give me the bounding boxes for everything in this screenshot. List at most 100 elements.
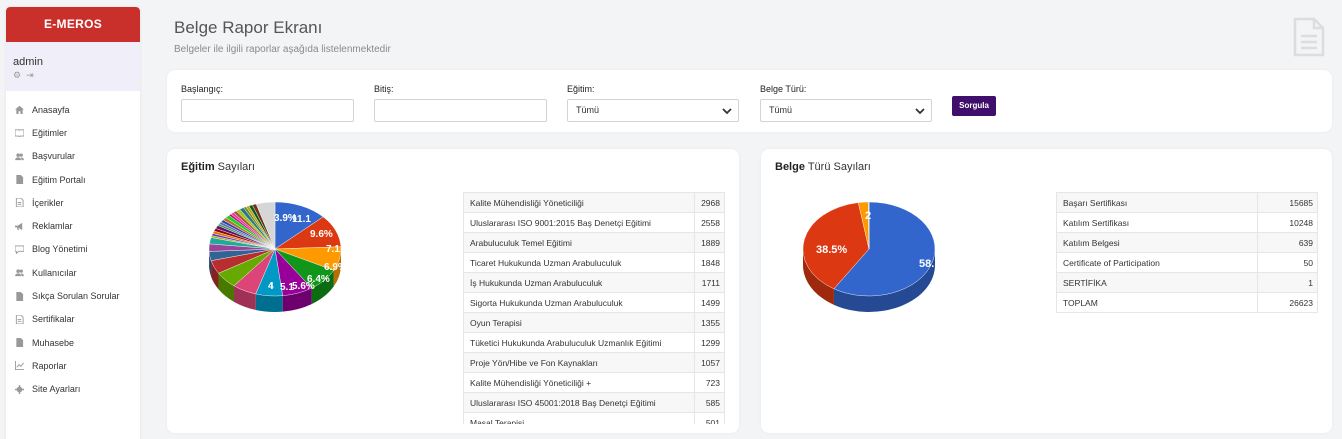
doctype-card-title-rest: Türü Sayıları bbox=[804, 161, 871, 173]
pie-label: 6.9% bbox=[324, 262, 347, 273]
doctype-select[interactable]: Tümü bbox=[760, 99, 932, 122]
row-name: Sigorta Hukukunda Uzman Arabuluculuk bbox=[463, 292, 696, 313]
table-row: TOPLAM 26623 bbox=[1056, 292, 1318, 313]
pie-label: 4 bbox=[268, 281, 274, 292]
sidebar-item[interactable]: Sertifikalar bbox=[6, 308, 140, 331]
row-name: Kalite Mühendisliği Yöneticiliği + bbox=[463, 372, 696, 393]
settings-icon[interactable]: ⚙ bbox=[13, 70, 22, 80]
chevron-down-icon bbox=[915, 108, 925, 115]
start-date-label: Başlangıç: bbox=[181, 84, 224, 94]
brand-logo[interactable]: E-MEROS bbox=[6, 7, 140, 42]
pie-slice-side bbox=[333, 249, 341, 287]
page-title: Belge Rapor Ekranı bbox=[174, 18, 323, 37]
page-subtitle: Belgeler ile ilgili raporlar aşağıda lis… bbox=[174, 44, 391, 55]
row-name: Ticaret Hukukunda Uzman Arabuluculuk bbox=[463, 252, 696, 273]
sidebar-item[interactable]: Başvurular bbox=[6, 145, 140, 168]
sidebar-item[interactable]: Muhasebe bbox=[6, 331, 140, 354]
row-count: 1499 bbox=[694, 292, 725, 313]
training-card-title: Eğitim Sayıları bbox=[181, 161, 255, 173]
row-name: Oyun Terapisi bbox=[463, 312, 696, 333]
table-row: Masal Terapisi 501 bbox=[463, 412, 725, 424]
pie-label: 5.1 bbox=[280, 282, 294, 293]
table-row: Katılım Sertifikası 10248 bbox=[1056, 212, 1318, 233]
sidebar-item[interactable]: Eğitimler bbox=[6, 121, 140, 144]
table-row: SERTİFİKA 1 bbox=[1056, 272, 1318, 293]
pie-label: 4 bbox=[268, 281, 274, 292]
line-chart-icon bbox=[14, 361, 24, 371]
pie-label: 2 bbox=[865, 210, 871, 222]
row-count: 10248 bbox=[1257, 212, 1318, 233]
logout-icon[interactable]: ⇥ bbox=[26, 70, 34, 80]
sidebar-item[interactable]: Raporlar bbox=[6, 354, 140, 377]
pie-label: 3.9% bbox=[274, 213, 297, 224]
row-name: Masal Terapisi bbox=[463, 412, 696, 424]
users-icon bbox=[14, 151, 24, 161]
doctype-table: Başarı Sertifikası 15685 Katılım Sertifika… bbox=[1056, 192, 1318, 313]
row-count: 585 bbox=[694, 392, 725, 413]
pie-slice-side bbox=[211, 260, 219, 290]
start-date-input[interactable] bbox=[181, 99, 354, 122]
table-row: Katılım Belgesi 639 bbox=[1056, 232, 1318, 253]
doctype-card-title-bold: Belge bbox=[775, 161, 805, 173]
sidebar-item[interactable]: Site Ayarları bbox=[6, 378, 140, 401]
pie-slice[interactable] bbox=[255, 201, 276, 250]
row-count: 2968 bbox=[694, 192, 725, 213]
training-label: Eğitim: bbox=[567, 84, 595, 94]
sidebar-item[interactable]: Sıkça Sorulan Sorular bbox=[6, 284, 140, 307]
training-select[interactable]: Tümü bbox=[567, 99, 739, 122]
sidebar-item-label: Sıkça Sorulan Sorular bbox=[32, 291, 120, 302]
pie-label: 7.1 bbox=[326, 244, 340, 255]
sidebar-item[interactable]: Reklamlar bbox=[6, 214, 140, 237]
table-row: Kalite Mühendisliği Yöneticiliği +723 bbox=[463, 372, 725, 393]
sidebar-item-label: Site Ayarları bbox=[32, 384, 81, 395]
sidebar: E-MEROS admin ⚙ ⇥ Anasayfa Eğitimler Başvu… bbox=[6, 7, 140, 439]
sidebar-item-label: Eğitim Portalı bbox=[32, 174, 86, 185]
file-icon bbox=[14, 291, 24, 301]
user-box: admin ⚙ ⇥ bbox=[6, 42, 140, 91]
file-icon bbox=[14, 175, 24, 185]
row-count: 1057 bbox=[694, 352, 725, 373]
end-date-input[interactable] bbox=[374, 99, 547, 122]
row-count: 1848 bbox=[694, 252, 725, 273]
row-name: Kalite Mühendisliği Yöneticiliği bbox=[463, 192, 696, 213]
pie-slice[interactable] bbox=[833, 201, 936, 297]
row-name: Uluslararası ISO 45001:2018 Baş Denetçi … bbox=[463, 392, 696, 413]
table-row: İş Hukukunda Uzman Arabuluculuk 1711 bbox=[463, 272, 725, 293]
pie-label: 5.6% bbox=[292, 281, 315, 292]
pie-label: 9.6% bbox=[310, 229, 333, 240]
sidebar-item[interactable]: Kullanıcılar bbox=[6, 261, 140, 284]
row-name: Katılım Sertifikası bbox=[1056, 212, 1258, 233]
row-name: TOPLAM bbox=[1056, 292, 1258, 313]
sidebar-item-label: İçerikler bbox=[32, 197, 64, 208]
row-count: 50 bbox=[1257, 252, 1318, 273]
file-text-icon bbox=[14, 314, 24, 324]
sidebar-menu: Anasayfa Eğitimler Başvurular Eğitim Portal… bbox=[6, 91, 140, 401]
row-count: 1299 bbox=[694, 332, 725, 353]
sidebar-item[interactable]: İçerikler bbox=[6, 191, 140, 214]
row-count: 1 bbox=[1257, 272, 1318, 293]
training-card-title-rest: Sayıları bbox=[214, 161, 255, 173]
table-row: Kalite Mühendisliği Yöneticiliği 2968 bbox=[463, 192, 725, 213]
row-count: 723 bbox=[694, 372, 725, 393]
pie-label: 38.5% bbox=[816, 244, 847, 256]
table-row: Başarı Sertifikası 15685 bbox=[1056, 192, 1318, 213]
table-row: Sigorta Hukukunda Uzman Arabuluculuk 1499 bbox=[463, 292, 725, 313]
doctype-counts-card: Belge Türü Sayıları 38.5% 58. 2 Başarı Ser… bbox=[761, 149, 1332, 433]
row-name: Proje Yön/Hibe ve Fon Kaynakları bbox=[463, 352, 696, 373]
sidebar-item-label: Anasayfa bbox=[32, 104, 70, 115]
training-card-title-bold: Eğitim bbox=[181, 161, 215, 173]
row-count: 501 bbox=[694, 412, 725, 424]
query-button[interactable]: Sorgula bbox=[952, 96, 996, 116]
sidebar-item-label: Sertifikalar bbox=[32, 314, 75, 325]
pie-slice-side bbox=[833, 249, 935, 312]
sidebar-item[interactable]: Blog Yönetimi bbox=[6, 238, 140, 261]
row-name: Certificate of Participation bbox=[1056, 252, 1258, 273]
pie-slice[interactable] bbox=[802, 202, 870, 290]
pie-slice-side bbox=[255, 293, 283, 312]
sidebar-item[interactable]: Eğitim Portalı bbox=[6, 168, 140, 191]
table-row: Proje Yön/Hibe ve Fon Kaynakları 1057 bbox=[463, 352, 725, 373]
end-date-label: Bitiş: bbox=[374, 84, 394, 94]
sidebar-item[interactable]: Anasayfa bbox=[6, 98, 140, 121]
username: admin bbox=[13, 56, 43, 68]
training-table-scroll[interactable]: Kalite Mühendisliği Yöneticiliği 2968 Ulus… bbox=[463, 192, 725, 424]
